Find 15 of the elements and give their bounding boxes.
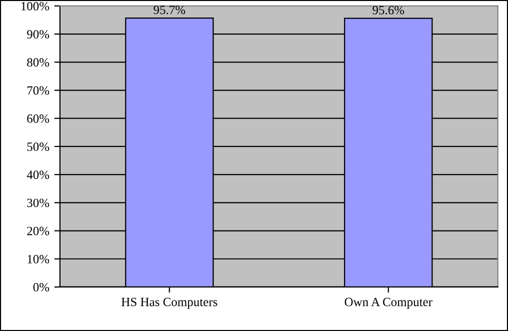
data-label: 95.6% xyxy=(372,6,404,14)
y-tick-label: 90% xyxy=(27,30,50,39)
data-label: 95.7% xyxy=(154,6,186,14)
y-tick-label: 60% xyxy=(27,114,50,123)
y-tick-label: 20% xyxy=(27,226,50,236)
y-tick-label: 40% xyxy=(26,170,50,180)
y-tick-label: 30% xyxy=(27,198,50,208)
x-tick-label: Own A Computer xyxy=(344,298,432,309)
y-tick-label: 100% xyxy=(21,2,50,10)
y-tick-label: 50% xyxy=(27,142,50,151)
y-tick-label: 80% xyxy=(27,58,50,67)
x-tick-label: HS Has Computers xyxy=(122,298,218,309)
y-tick-label: 70% xyxy=(27,86,50,95)
y-tick-label: 10% xyxy=(28,254,50,264)
y-tick-label: 0% xyxy=(33,283,50,292)
